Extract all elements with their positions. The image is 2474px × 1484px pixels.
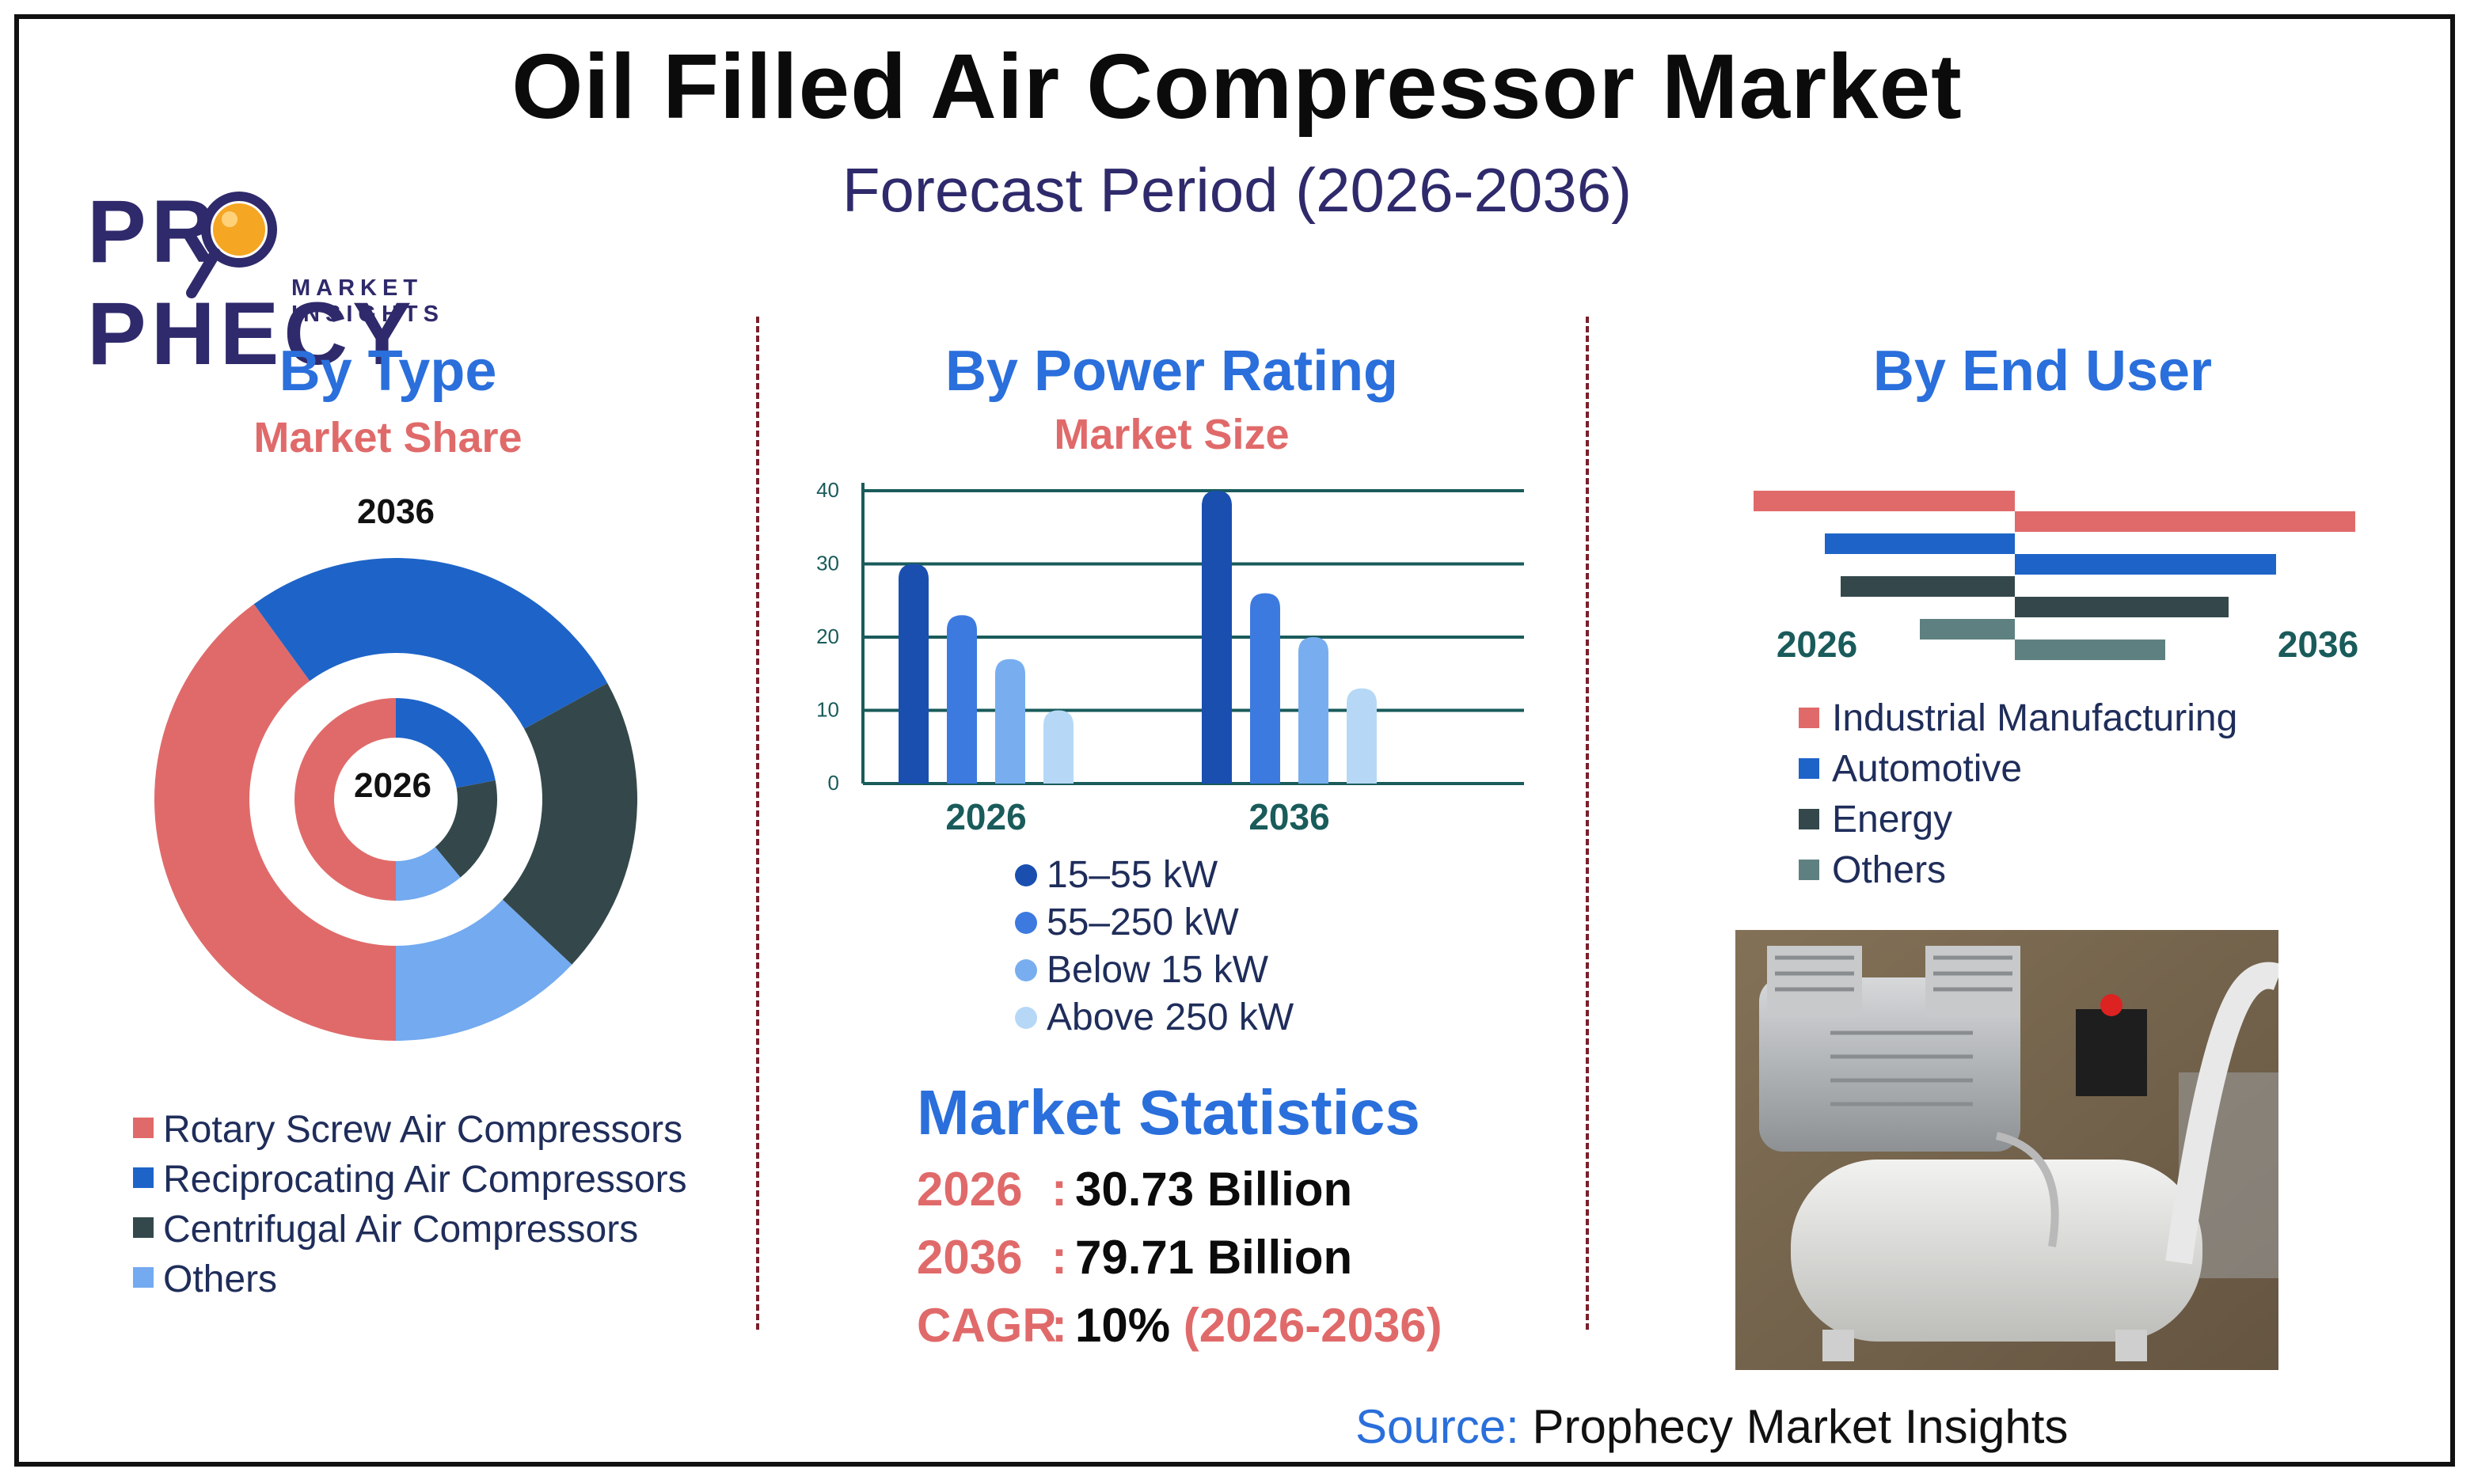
power-legend-dot — [1015, 959, 1037, 981]
enduser-legend-swatch — [1799, 860, 1819, 880]
donut-slice-2026-1 — [396, 698, 496, 788]
power-legend-label: Above 250 kW — [1047, 996, 1294, 1038]
stat-value: 10% — [1075, 1299, 1171, 1352]
enduser-bar-2036-0 — [2015, 511, 2355, 532]
bar-2026-2 — [995, 659, 1025, 784]
compressor-photo — [1735, 930, 2278, 1370]
power-section-subtitle: Market Size — [1054, 411, 1290, 458]
type-legend-swatch — [133, 1167, 154, 1188]
bar-2036-1 — [1250, 593, 1280, 784]
stats-title: Market Statistics — [917, 1077, 1420, 1148]
enduser-bar-2026-0 — [1754, 491, 2015, 511]
enduser-butterfly-chart: 2026 2036 — [1754, 491, 2358, 665]
y-tick-label: 40 — [816, 478, 839, 502]
x-category-label: 2036 — [1248, 796, 1329, 837]
source-text: Prophecy Market Insights — [1532, 1400, 2069, 1453]
source-line: Source: Prophecy Market Insights — [1355, 1399, 2068, 1454]
stat-colon: : — [1051, 1299, 1067, 1352]
x-category-label: 2026 — [945, 796, 1026, 837]
column-divider-right — [1586, 317, 1589, 1330]
donut-slice-2026-2 — [435, 780, 497, 878]
enduser-legend-label: Energy — [1832, 799, 1953, 841]
type-legend-swatch — [133, 1217, 154, 1238]
enduser-legend-swatch — [1799, 809, 1819, 829]
stat-key: CAGR — [917, 1299, 1057, 1352]
stat-extra: (2026-2036) — [1170, 1299, 1442, 1352]
logo-text-post: PHECY — [87, 284, 416, 383]
power-legend-dot — [1015, 912, 1037, 934]
power-bar-chart: 0 10 20 30 40 2026 2036 — [816, 478, 1524, 837]
type-section-subtitle: Market Share — [253, 414, 523, 461]
enduser-legend-label: Automotive — [1832, 748, 2023, 790]
type-section-title: By Type — [279, 340, 497, 403]
column-divider-left — [756, 317, 759, 1330]
y-tick-label: 30 — [816, 552, 839, 575]
stat-colon: : — [1051, 1163, 1067, 1216]
bar-2026-1 — [947, 615, 977, 784]
type-legend-label: Reciprocating Air Compressors — [163, 1159, 687, 1201]
source-label: Source: — [1355, 1400, 1519, 1453]
donut-slice-2036-2 — [502, 683, 638, 965]
enduser-bar-2036-3 — [2015, 640, 2165, 660]
logo-wordmark: PRPHECY — [87, 180, 416, 385]
y-tick-label: 0 — [828, 771, 839, 795]
enduser-legend-label: Industrial Manufacturing — [1832, 697, 2238, 739]
donut-slice-2026-0 — [295, 698, 396, 901]
y-tick-label: 20 — [816, 624, 839, 648]
page-title: Oil Filled Air Compressor Market — [511, 35, 1963, 138]
bar-2036-2 — [1298, 637, 1328, 784]
frame-border — [14, 14, 2455, 1467]
enduser-bar-2036-1 — [2015, 554, 2276, 575]
bar-2036-0 — [1202, 491, 1232, 784]
donut-outer-year-label: 2036 — [357, 492, 435, 531]
logo-tagline: MARKET INSIGHTS — [291, 275, 444, 327]
bar-2036-3 — [1347, 688, 1377, 784]
logo-text-pre: PR — [87, 182, 220, 281]
power-section-title: By Power Rating — [944, 340, 1399, 403]
bar-2026-0 — [899, 564, 929, 784]
stat-key: 2026 — [917, 1163, 1023, 1216]
enduser-year-right-label: 2036 — [2278, 624, 2358, 665]
enduser-bar-2036-2 — [2015, 597, 2229, 617]
donut-inner-year-label: 2026 — [354, 766, 431, 805]
stat-key: 2036 — [917, 1231, 1023, 1284]
enduser-year-left-label: 2026 — [1777, 624, 1857, 665]
stat-row-2026: 2026:30.73 Billion — [917, 1162, 1352, 1216]
enduser-bar-2026-3 — [1920, 619, 2015, 640]
power-legend-label: 15–55 kW — [1047, 854, 1218, 896]
power-legend-label: 55–250 kW — [1047, 901, 1239, 943]
enduser-section-title: By End User — [1872, 340, 2213, 403]
enduser-legend-swatch — [1799, 758, 1819, 779]
donut-slice-2036-0 — [154, 604, 396, 1041]
enduser-bar-2026-2 — [1841, 576, 2015, 597]
enduser-legend-label: Others — [1832, 849, 1947, 891]
stat-row-2036: 2036:79.71 Billion — [917, 1230, 1352, 1285]
type-legend-swatch — [133, 1267, 154, 1288]
donut-slice-2026-3 — [396, 847, 461, 901]
donut-slice-2036-1 — [253, 558, 608, 729]
donut-slice-2036-3 — [396, 899, 572, 1041]
stat-colon: : — [1051, 1231, 1067, 1284]
type-donut-chart — [154, 558, 638, 1041]
power-legend-dot — [1015, 1007, 1037, 1029]
enduser-bar-2026-1 — [1825, 533, 2015, 554]
stat-value: 79.71 Billion — [1075, 1231, 1353, 1284]
stat-row-cagr: CAGR: 10% (2026-2036) — [917, 1298, 1442, 1353]
power-legend-dot — [1015, 864, 1037, 886]
type-legend-swatch — [133, 1118, 154, 1138]
type-legend-label: Rotary Screw Air Compressors — [163, 1109, 683, 1151]
page-subtitle: Forecast Period (2026-2036) — [842, 155, 1632, 225]
type-legend-label: Others — [163, 1258, 278, 1300]
magnifier-icon — [186, 192, 277, 298]
enduser-legend-swatch — [1799, 708, 1819, 728]
type-legend-label: Centrifugal Air Compressors — [163, 1209, 639, 1251]
bar-2026-3 — [1043, 710, 1074, 784]
stat-value: 30.73 Billion — [1075, 1163, 1353, 1216]
power-legend-label: Below 15 kW — [1047, 949, 1269, 991]
y-tick-label: 10 — [816, 698, 839, 722]
